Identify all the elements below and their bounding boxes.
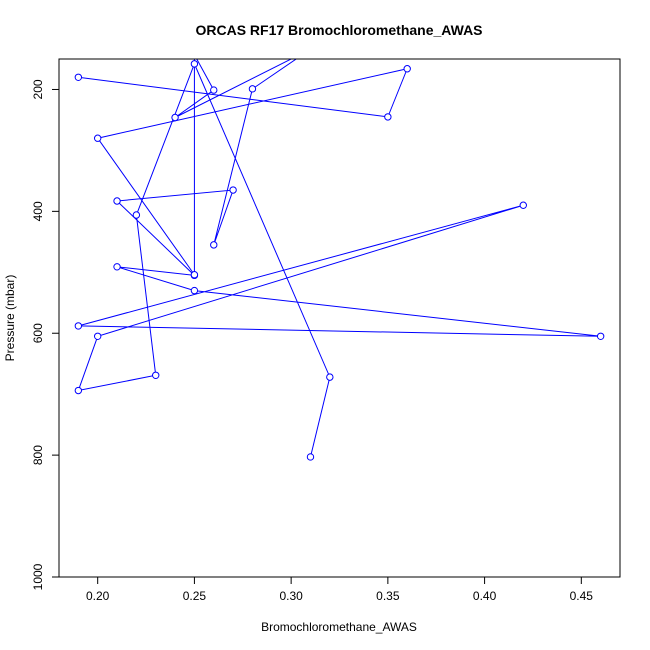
data-point	[403, 65, 411, 73]
y-axis-label: Pressure (mbar)	[3, 275, 17, 362]
y-tick-label: 600	[31, 323, 45, 343]
data-point	[191, 52, 197, 58]
data-point	[248, 85, 257, 93]
data-point	[229, 186, 237, 194]
data-point	[171, 113, 179, 122]
data-point	[190, 286, 199, 295]
series-0	[74, 46, 605, 461]
y-tick-label: 400	[31, 201, 45, 221]
y-tick-label: 200	[31, 79, 45, 99]
series-line	[77, 59, 601, 458]
x-tick-label: 0.45	[570, 589, 594, 603]
data-point	[74, 73, 83, 81]
data-point	[307, 46, 313, 52]
plot-area	[74, 46, 605, 461]
x-tick-label: 0.30	[279, 589, 303, 603]
data-point	[74, 386, 83, 395]
x-tick-label: 0.35	[376, 589, 400, 603]
data-point	[93, 134, 102, 142]
data-point	[74, 322, 83, 330]
x-axis: 0.20 0.25 0.30 0.35 0.40 0.45	[86, 576, 594, 603]
x-tick-label: 0.25	[183, 589, 207, 603]
data-point	[93, 332, 102, 340]
data-point	[519, 201, 527, 209]
x-tick-label: 0.40	[473, 589, 497, 603]
chart-title: ORCAS RF17 Bromochloromethane_AWAS	[195, 22, 482, 38]
plot-frame	[58, 58, 621, 578]
data-point	[190, 271, 199, 279]
data-point	[596, 332, 605, 340]
data-point	[113, 263, 121, 271]
data-point	[132, 211, 141, 219]
data-point	[113, 197, 121, 205]
y-tick-label: 800	[31, 445, 45, 465]
data-point	[306, 453, 315, 461]
y-axis: 200 400 600 800 1000	[31, 79, 60, 590]
data-point	[152, 371, 160, 379]
x-tick-label: 0.20	[86, 589, 110, 603]
data-point	[210, 241, 218, 249]
data-point	[326, 373, 334, 381]
x-axis-label: Bromochloromethane_AWAS	[261, 620, 417, 634]
data-point	[210, 86, 218, 94]
data-point	[384, 113, 392, 121]
y-tick-label: 1000	[31, 563, 45, 590]
data-point	[190, 60, 199, 68]
